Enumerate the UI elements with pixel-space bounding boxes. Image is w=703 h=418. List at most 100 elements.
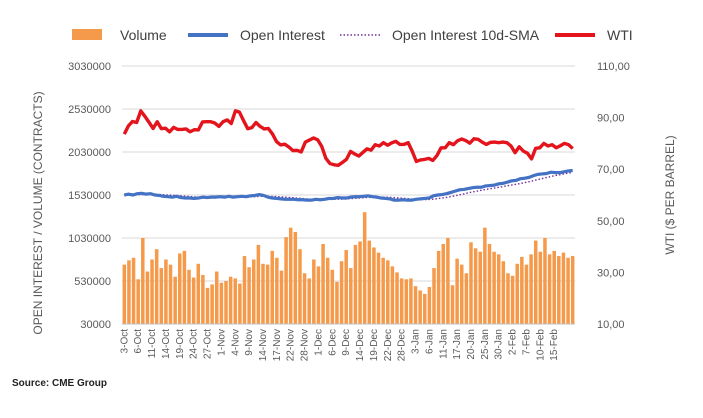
volume-bar: [154, 249, 159, 324]
volume-bar: [469, 242, 473, 324]
volume-bar: [386, 260, 390, 324]
volume-bar: [358, 241, 362, 324]
y-left-tick-label: 1030000: [68, 233, 111, 245]
volume-bar: [159, 268, 164, 324]
volume-bar: [436, 250, 441, 324]
y-left-tick-label: 30000: [80, 319, 111, 331]
x-tick-label: 14-Dec: [355, 329, 366, 361]
x-tick-label: 25-Jan: [480, 329, 491, 360]
y-left-tick-label: 2030000: [68, 147, 111, 159]
volume-bar: [270, 250, 274, 324]
volume-bar: [238, 283, 242, 324]
volume-bar: [228, 276, 233, 324]
volume-bar: [321, 244, 325, 324]
volume-bar: [339, 261, 344, 324]
volume-bar: [533, 240, 538, 324]
y-left-tick-label: 530000: [74, 276, 111, 288]
volume-bar: [242, 256, 247, 324]
legend-label-open-interest-10d-sma: Open Interest 10d-SMA: [392, 27, 540, 43]
volume-bar: [423, 293, 427, 324]
volume-bar: [344, 250, 348, 324]
volume-bar: [261, 263, 265, 324]
x-tick-label: 6-Jan: [424, 329, 435, 354]
volume-bar: [399, 278, 404, 324]
volume-bar: [353, 244, 358, 324]
x-tick-label: 22-Dec: [383, 329, 394, 361]
volume-bar: [182, 250, 187, 324]
y-right-tick-label: 30,00: [597, 267, 625, 279]
volume-bar: [538, 251, 543, 324]
volume-bar: [510, 275, 515, 324]
volume-bar: [136, 279, 140, 324]
volume-bar: [247, 267, 251, 324]
y-left-tick-label: 1530000: [68, 190, 111, 202]
volume-bar: [173, 276, 177, 324]
volume-bar: [284, 237, 288, 324]
volume-bar: [529, 254, 533, 324]
volume-bar: [224, 281, 228, 324]
x-tick-label: 10-Feb: [535, 329, 546, 361]
volume-bar: [362, 212, 367, 324]
volume-bar: [215, 271, 219, 324]
volume-bar: [381, 257, 385, 324]
volume-bar: [413, 286, 418, 324]
y-right-axis-title: WTI ($ PER BARREL): [663, 135, 677, 254]
volume-bar: [427, 287, 432, 324]
y-right-tick-label: 50,00: [597, 216, 625, 228]
volume-bar: [547, 254, 552, 324]
y-left-tick-label: 3030000: [68, 61, 111, 73]
volume-bar: [501, 261, 506, 324]
x-tick-label: 3-Oct: [119, 329, 130, 354]
volume-bar: [141, 238, 145, 324]
x-tick-label: 19-Dec: [369, 329, 380, 361]
volume-bar: [298, 249, 302, 324]
x-tick-label: 9-Dec: [341, 329, 352, 356]
y-right-tick-label: 90,00: [597, 113, 625, 125]
axes: 3030000 2530000 2030000 1530000 1030000 53000…: [31, 61, 677, 361]
volume-bar: [520, 256, 524, 324]
volume-bar: [256, 244, 261, 324]
volume-bar: [496, 254, 501, 324]
legend: Volume Open Interest Open Interest 10d-SMA…: [72, 27, 633, 43]
volume-bar: [330, 269, 335, 324]
x-tick-label: 11-Oct: [147, 329, 158, 358]
x-tick-label: 15-Feb: [549, 329, 560, 361]
x-tick-label: 27-Oct: [203, 329, 214, 359]
volume-bar: [566, 257, 570, 324]
volume-bar: [293, 231, 298, 324]
x-tick-label: 6-Oct: [133, 329, 144, 354]
volume-bar: [210, 284, 214, 324]
volume-bar: [127, 260, 131, 324]
y-right-tick-label: 110,00: [597, 61, 630, 73]
volume-bar: [335, 281, 339, 324]
volume-bar: [515, 263, 519, 324]
volume-bar: [219, 282, 224, 324]
legend-label-open-interest: Open Interest: [240, 27, 325, 43]
volume-bar: [552, 250, 556, 324]
volume-bar: [131, 257, 136, 324]
volume-bar: [459, 264, 464, 324]
volume-bar: [307, 278, 311, 324]
volume-bar: [367, 240, 372, 324]
x-tick-label: 14-Oct: [161, 329, 172, 359]
volume-bar: [432, 268, 436, 324]
volume-bar: [543, 238, 547, 324]
volume-bar: [450, 285, 455, 324]
volume-bar: [302, 273, 307, 324]
volume-bar: [316, 266, 321, 324]
volume-bar: [446, 238, 450, 324]
volume-bars: [122, 212, 575, 324]
y-left-tick-label: 2530000: [68, 104, 111, 116]
volume-bar: [349, 268, 353, 324]
volume-bar: [312, 259, 316, 324]
x-tick-label: 28-Dec: [397, 329, 408, 361]
volume-bar: [122, 264, 127, 324]
x-tick-label: 30-Jan: [494, 329, 505, 360]
volume-bar: [506, 273, 510, 324]
volume-bar: [464, 273, 469, 324]
volume-bar: [178, 253, 182, 324]
x-tick-label: 24-Oct: [189, 329, 200, 359]
volume-bar: [455, 258, 459, 324]
volume-bar: [275, 257, 279, 324]
